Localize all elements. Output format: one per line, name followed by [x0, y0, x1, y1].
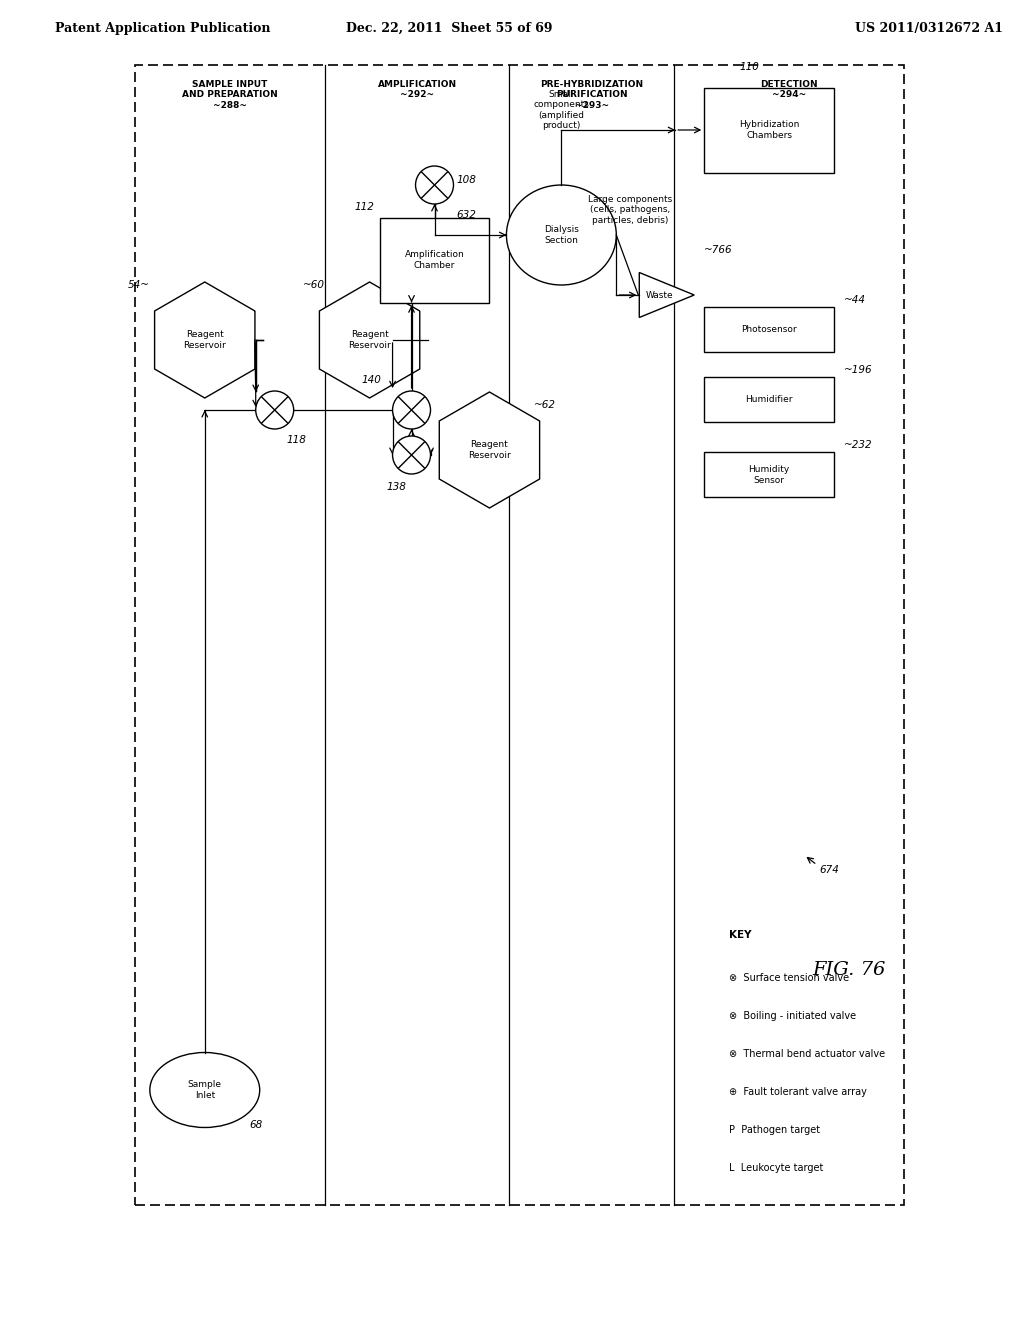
Text: P  Pathogen target: P Pathogen target: [729, 1125, 820, 1135]
Bar: [705, 453, 835, 498]
Text: PRE-HYBRIDIZATION
PURIFICATION
~293~: PRE-HYBRIDIZATION PURIFICATION ~293~: [541, 81, 643, 110]
Text: Patent Application Publication: Patent Application Publication: [55, 22, 270, 36]
Text: Reagent
Reservoir: Reagent Reservoir: [348, 330, 391, 350]
Text: ⊗  Surface tension valve: ⊗ Surface tension valve: [729, 973, 849, 983]
Polygon shape: [155, 282, 255, 399]
Text: 108: 108: [457, 176, 476, 185]
Text: ⊕  Fault tolerant valve array: ⊕ Fault tolerant valve array: [729, 1086, 867, 1097]
Text: Dec. 22, 2011  Sheet 55 of 69: Dec. 22, 2011 Sheet 55 of 69: [346, 22, 553, 36]
Text: 140: 140: [361, 375, 382, 385]
Text: Reagent
Reservoir: Reagent Reservoir: [468, 441, 511, 459]
Polygon shape: [319, 282, 420, 399]
Text: ~62: ~62: [535, 400, 556, 411]
Text: Humidity
Sensor: Humidity Sensor: [749, 465, 790, 484]
Text: 110: 110: [739, 62, 759, 73]
Text: 674: 674: [819, 865, 839, 875]
Ellipse shape: [507, 185, 616, 285]
Bar: [705, 308, 835, 352]
Bar: [705, 378, 835, 422]
Circle shape: [392, 391, 430, 429]
Circle shape: [392, 436, 430, 474]
Text: Humidifier: Humidifier: [745, 396, 793, 404]
Text: SAMPLE INPUT
AND PREPARATION
~288~: SAMPLE INPUT AND PREPARATION ~288~: [182, 81, 278, 110]
Text: 138: 138: [387, 482, 407, 492]
Text: Large components
(cells, pathogens,
particles, debris): Large components (cells, pathogens, part…: [588, 195, 673, 224]
Text: 68: 68: [250, 1119, 263, 1130]
Text: Waste: Waste: [645, 290, 673, 300]
Text: ~44: ~44: [844, 294, 866, 305]
Bar: [380, 218, 489, 302]
Text: ~60: ~60: [303, 280, 325, 290]
Text: Photosensor: Photosensor: [741, 326, 797, 334]
Text: Amplification
Chamber: Amplification Chamber: [404, 251, 465, 269]
Text: Hybridization
Chambers: Hybridization Chambers: [739, 120, 800, 140]
Ellipse shape: [150, 1052, 260, 1127]
Text: L  Leukocyte target: L Leukocyte target: [729, 1163, 823, 1173]
Bar: [135, 65, 904, 1205]
Text: Dialysis
Section: Dialysis Section: [544, 226, 579, 244]
Text: KEY: KEY: [729, 931, 752, 940]
Text: ~232: ~232: [844, 440, 872, 450]
Text: DETECTION
~294~: DETECTION ~294~: [760, 81, 818, 99]
Text: Sample
Inlet: Sample Inlet: [187, 1080, 222, 1100]
Text: 118: 118: [287, 436, 306, 445]
Circle shape: [416, 166, 454, 205]
Text: ⊗  Boiling - initiated valve: ⊗ Boiling - initiated valve: [729, 1011, 856, 1020]
Text: Reagent
Reservoir: Reagent Reservoir: [183, 330, 226, 350]
Text: 112: 112: [354, 202, 375, 213]
Polygon shape: [439, 392, 540, 508]
Text: 54~: 54~: [128, 280, 150, 290]
Text: 632: 632: [457, 210, 476, 220]
Text: AMPLIFICATION
~292~: AMPLIFICATION ~292~: [378, 81, 457, 99]
Text: Small
components
(amplified
product): Small components (amplified product): [534, 90, 589, 129]
Circle shape: [256, 391, 294, 429]
Bar: [705, 87, 835, 173]
Text: ~766: ~766: [705, 246, 733, 255]
Text: ~196: ~196: [844, 366, 872, 375]
Text: ⊗  Thermal bend actuator valve: ⊗ Thermal bend actuator valve: [729, 1049, 886, 1059]
Text: FIG. 76: FIG. 76: [812, 961, 886, 979]
Polygon shape: [639, 272, 694, 318]
Text: US 2011/0312672 A1: US 2011/0312672 A1: [855, 22, 1002, 36]
